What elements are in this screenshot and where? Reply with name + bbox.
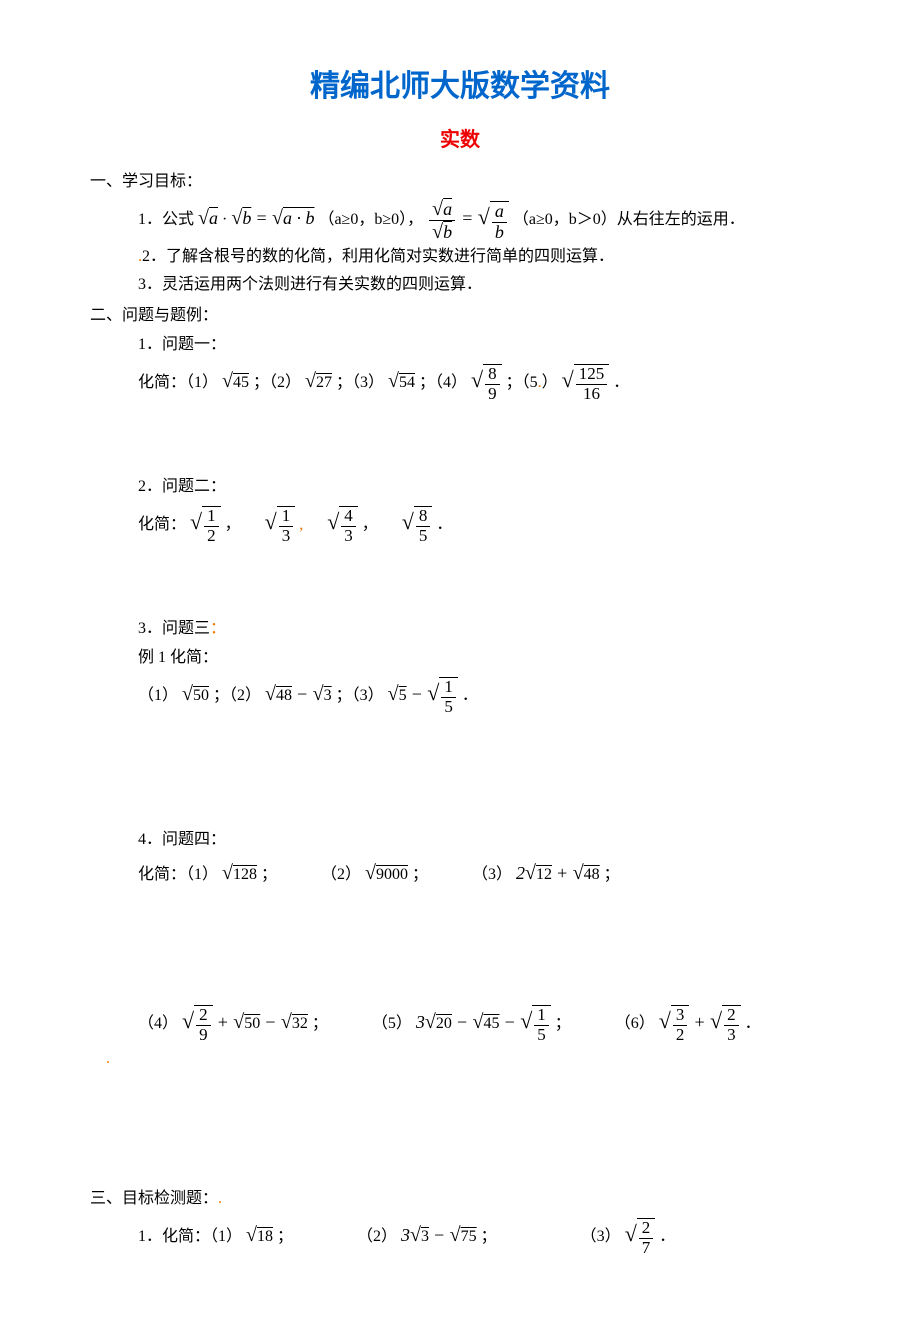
goal-3: 3．灵活运用两个法则进行有关实数的四则运算． — [90, 271, 830, 300]
section-2-heading: 二、问题与题例： — [90, 302, 830, 331]
question-3-example: 例 1 化简： — [90, 644, 830, 673]
main-title: 精编北师大版数学资料 — [90, 60, 830, 114]
section-1: 一、学习目标： 1．公式 √a · √b = √a · b （a≥0，b≥0），… — [90, 168, 830, 300]
question-2-label: 2．问题二： — [90, 473, 830, 502]
orange-marker: . — [106, 1050, 110, 1067]
sub-title: 实数 — [90, 122, 830, 158]
question-4-body-row2: （4） √ 29 + √50 − √32 ； （5） 3√20 − √45 − … — [90, 1001, 830, 1044]
question-2-body: 化简： √ 12 ， √ 13 , √ 43 ， √ 85 ． — [90, 502, 830, 545]
section-1-heading: 一、学习目标： — [90, 168, 830, 197]
question-4-label: 4．问题四： — [90, 826, 830, 855]
question-3-body: （1） √50 ；（2） √48 − √3 ；（3） √5 − √ 15 ． — [90, 673, 830, 716]
section-3-q1: 1．化简：（1） √18 ； （2） 3√3 − √75 ； （3） √ 27 … — [90, 1214, 830, 1257]
section-2: 二、问题与题例： 1．问题一： 化简：（1） √45 ；（2） √27 ；（3）… — [90, 302, 830, 1073]
section-3-heading: 三、目标检测题：. — [90, 1185, 830, 1214]
question-4-body-row1: 化简：（1） √128 ； （2） √9000 ； （3） 2√12 + √48… — [90, 855, 830, 891]
goal-1: 1．公式 √a · √b = √a · b （a≥0，b≥0）， √a √b =… — [90, 197, 830, 243]
question-3-label: 3．问题三： — [90, 615, 830, 644]
goal-2: .2．了解含根号的数的化简，利用化简对实数进行简单的四则运算． — [90, 243, 830, 272]
question-1-label: 1．问题一： — [90, 331, 830, 360]
section-3: 三、目标检测题：. 1．化简：（1） √18 ； （2） 3√3 − √75 ；… — [90, 1185, 830, 1257]
question-1-body: 化简：（1） √45 ；（2） √27 ；（3） √54 ；（4） √ 89 ；… — [90, 360, 830, 403]
